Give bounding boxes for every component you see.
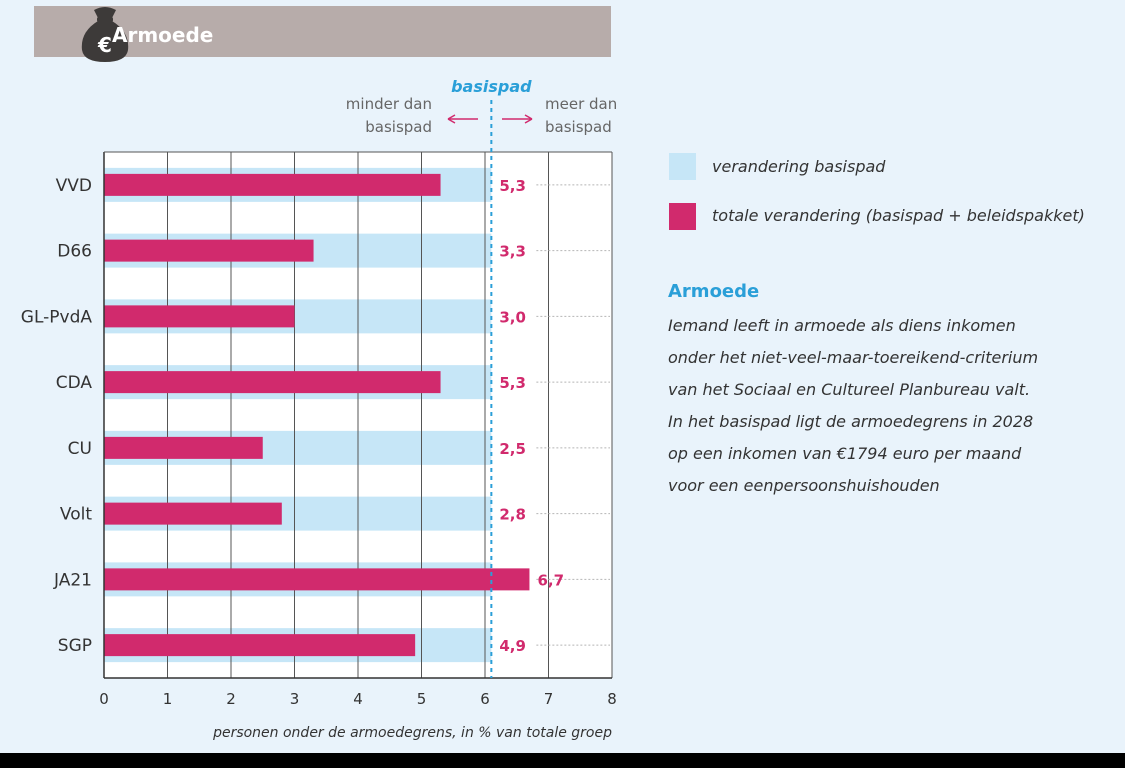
x-tick-label: 3 [290,690,300,708]
info-line: Iemand leeft in armoede als diens inkome… [668,316,1016,335]
x-tick-label: 6 [480,690,490,708]
right-annotation-text: meer dan [545,95,617,113]
category-label: SGP [58,636,92,656]
bar-totaal [104,173,441,196]
x-tick-label: 1 [163,690,173,708]
category-label: VVD [56,176,92,196]
value-label: 2,5 [499,440,526,458]
category-label: D66 [57,242,92,262]
right-arrow-head [524,114,533,124]
page-title: Armoede [112,23,214,47]
left-arrow-head [447,114,456,124]
x-tick-label: 4 [353,690,363,708]
category-label: CU [68,439,92,459]
left-annotation-text: basispad [365,118,432,136]
info-line: van het Sociaal en Cultureel Planbureau … [668,380,1031,399]
bar-totaal [104,239,314,262]
bar-totaal [104,371,441,394]
basispad-label: basispad [451,77,532,96]
bar-totaal [104,436,263,459]
bar-totaal [104,634,416,657]
value-label: 6,7 [537,571,564,589]
money-bag-icon: € [81,7,129,62]
legend-label-totaal: totale verandering (basispad + beleidspa… [712,206,1085,225]
bar-totaal [104,502,282,525]
category-label: JA21 [53,570,92,590]
x-tick-label: 8 [607,690,617,708]
x-tick-label: 7 [544,690,554,708]
legend-label-basispad: verandering basispad [712,157,886,176]
bottom-band [0,753,1125,768]
category-label: CDA [56,373,93,393]
category-label: GL-PvdA [21,307,93,327]
info-line: In het basispad ligt de armoedegrens in … [668,412,1034,431]
x-tick-label: 5 [417,690,427,708]
value-label: 5,3 [499,374,526,392]
value-label: 3,0 [499,308,526,326]
info-line: onder het niet-veel-maar-toereikend-crit… [668,348,1039,367]
info-line: voor een eenpersoonshuishouden [668,476,940,495]
left-annotation-text: minder dan [346,95,432,113]
value-label: 3,3 [499,243,526,261]
value-label: 5,3 [499,177,526,195]
euro-symbol: € [97,33,112,57]
info-title: Armoede [668,281,760,302]
x-axis-label: personen onder de armoedegrens, in % van… [212,725,612,741]
info-line: op een inkomen van €1794 euro per maand [668,444,1022,463]
value-label: 2,8 [499,506,526,524]
bar-totaal [104,305,295,328]
legend-swatch-totaal [669,203,696,230]
x-tick-label: 2 [226,690,236,708]
x-tick-label: 0 [99,690,109,708]
bar-totaal [104,568,530,591]
category-label: Volt [60,505,92,525]
value-label: 4,9 [499,637,526,655]
legend-swatch-basispad [669,153,696,180]
header-bar: € Armoede [34,6,611,62]
right-annotation-text: basispad [545,118,612,136]
